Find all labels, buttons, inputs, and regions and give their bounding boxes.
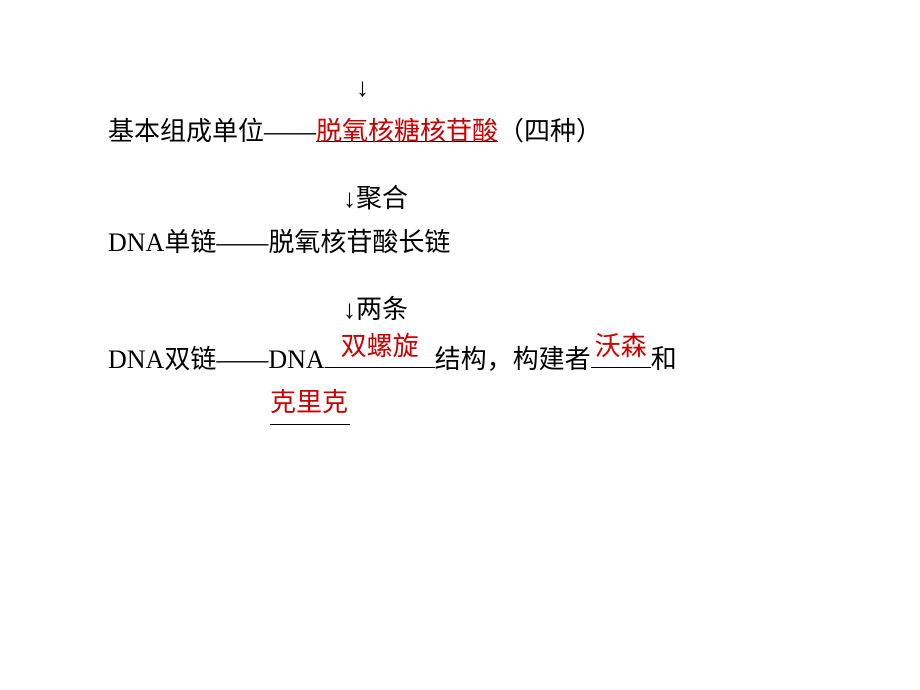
arrow-2: ↓聚合: [343, 181, 828, 217]
answer-watson: 沃森: [595, 329, 647, 365]
prefix-text: 基本组成单位——: [108, 117, 316, 146]
blank-structure: 双螺旋: [325, 336, 435, 368]
arrow-label: 两条: [356, 295, 408, 324]
mid-text-1: 结构，构建者: [435, 345, 591, 374]
line-basic-unit: 基本组成单位——脱氧核糖核苷酸（四种）: [108, 114, 828, 150]
blank-builder1: 沃森: [591, 336, 651, 368]
arrow-label: 聚合: [356, 184, 408, 213]
answer-deoxy: 脱氧核糖核苷酸: [316, 117, 498, 146]
answer-crick: 克里克: [270, 385, 348, 421]
arrow-text: ↓: [343, 295, 356, 324]
line-single-chain: DNA单链——脱氧核苷酸长链: [108, 225, 828, 261]
arrow-3: ↓两条: [343, 292, 828, 328]
slide-content: ↓ 基本组成单位——脱氧核糖核苷酸（四种） ↓聚合 DNA单链——脱氧核苷酸长链…: [108, 70, 828, 439]
answer-helix: 双螺旋: [341, 329, 419, 365]
blank-builder2: 克里克: [270, 393, 350, 425]
single-chain-text: DNA单链——脱氧核苷酸长链: [108, 228, 450, 257]
arrow-1: ↓: [356, 70, 828, 106]
arrow-text: ↓: [343, 184, 356, 213]
mid-text-2: 和: [651, 345, 677, 374]
suffix-text: （四种）: [498, 117, 602, 146]
line-double-chain: DNA双链——DNA双螺旋结构，构建者沃森和: [108, 336, 828, 379]
arrow-text: ↓: [356, 73, 369, 102]
line-crick: 克里克: [270, 393, 828, 436]
double-prefix: DNA双链——DNA: [108, 345, 325, 374]
